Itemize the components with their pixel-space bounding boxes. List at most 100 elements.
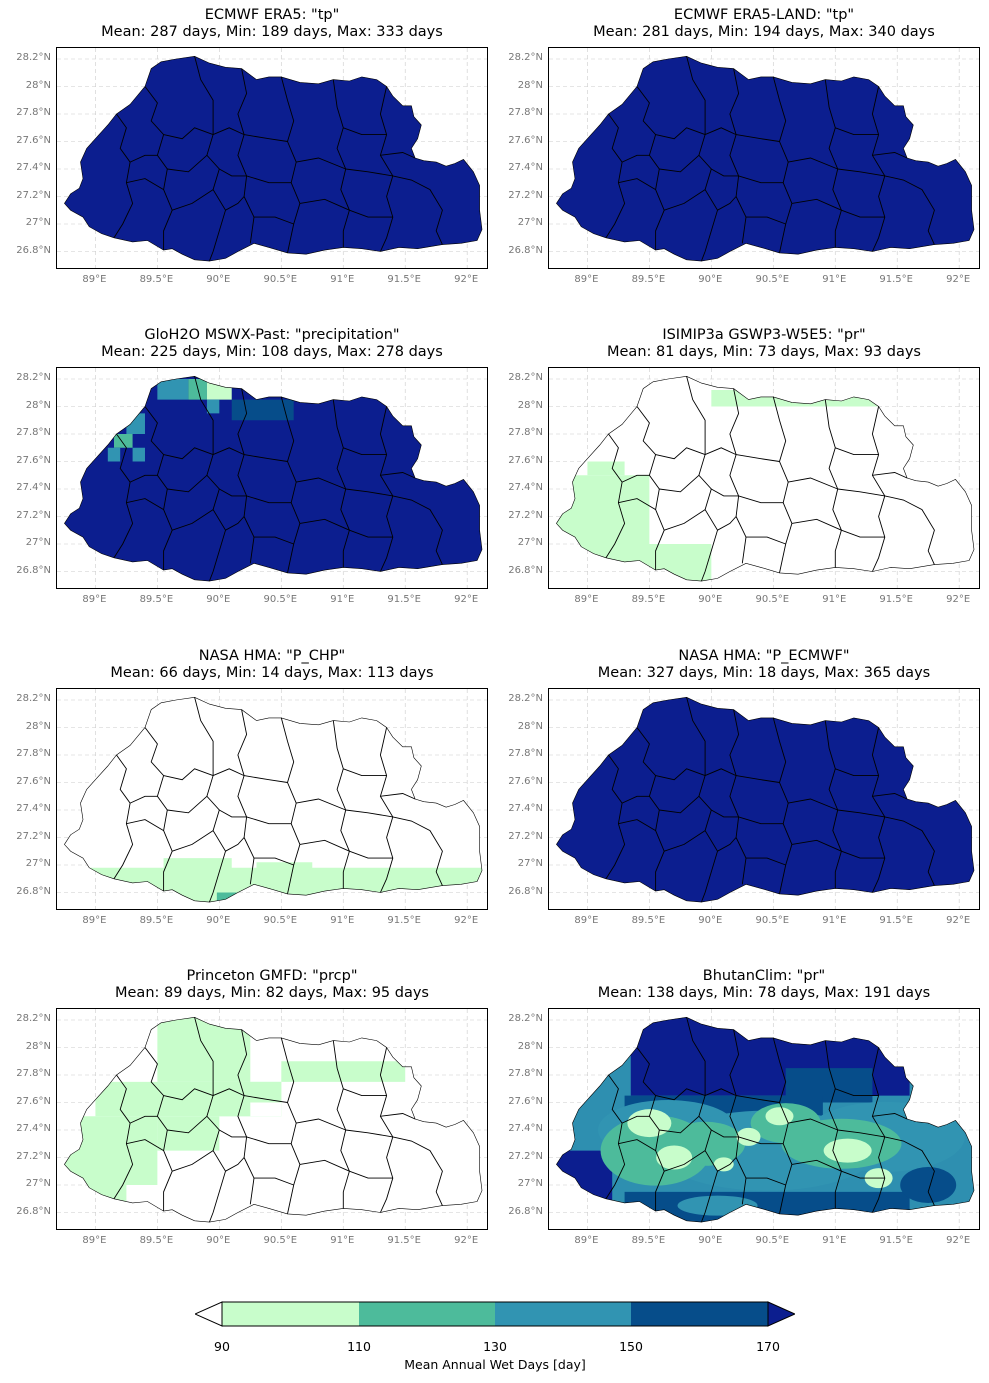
district-boundaries [113,1017,443,1223]
lat-tick-label: 26.8°N [508,1205,543,1217]
district-boundary [621,474,650,483]
district-boundary [788,1118,838,1131]
lon-tick-label: 90°E [206,594,231,605]
lon-tick-label: 90°E [698,274,723,285]
map-frame [56,688,488,910]
district-boundary [736,1095,780,1103]
district-boundary [163,447,214,460]
district-boundary [299,839,350,852]
lon-tick-label: 91°E [822,1235,847,1246]
district-boundary [717,837,737,852]
map-canvas [549,1009,979,1229]
panel-title-dataset: NASA HMA: "P_CHP" [198,648,346,664]
lon-tick-label: 92°E [454,274,479,285]
grid-cell [556,475,650,544]
wet-days-patch [627,1109,672,1138]
grid-cell [256,862,313,871]
district-boundary [704,1088,737,1097]
country-fill [556,697,974,903]
district-boundary [655,447,706,460]
lat-tick-label: 26.8°N [16,1205,51,1217]
district-boundary [212,447,245,456]
lon-tick-label: 89°E [82,594,107,605]
district-boundary [791,839,842,852]
district-boundary [237,388,255,564]
district-boundary [872,1113,908,1120]
lon-tick-label: 89°E [574,274,599,285]
lon-tick-label: 89.5°E [631,274,666,285]
panel-title: ECMWF ERA5-LAND: "tp" Mean: 281 days, Min… [548,7,980,41]
colorbar-bin-150-170 [631,1302,768,1326]
colorbar-under-arrow [193,1301,223,1327]
panel-title-stats: Mean: 287 days, Min: 189 days, Max: 333 … [101,24,443,40]
lat-tick-label: 28.2°N [16,372,51,383]
map-panel: NASA HMA: "P_CHP" Mean: 66 days, Min: 14 … [16,648,488,926]
lat-tick-label: 26.8°N [508,564,543,576]
lat-tick-label: 26.8°N [16,564,51,576]
lon-tick-label: 91°E [330,594,355,605]
district-boundary [788,477,838,490]
district-boundary [172,1150,214,1172]
lon-tick-label: 91.5°E [387,594,421,605]
lat-tick-label: 28.2°N [508,52,543,63]
panel-title-dataset: GloH2O MSWX-Past: "precipitation" [144,327,400,343]
lon-tick-label: 90°E [698,594,723,605]
lon-tick-label: 90°E [206,1235,231,1246]
district-boundary [172,830,214,852]
district-boundary [392,816,443,886]
district-boundary [738,495,784,504]
district-boundary [380,472,416,479]
district-boundary [172,189,214,211]
country-fill [64,56,483,262]
district-boundary [246,816,292,825]
district-boundary [659,474,700,493]
panel-title-stats: Mean: 225 days, Min: 108 days, Max: 278 … [101,344,443,360]
panel-title-dataset: ECMWF ERA5-LAND: "tp" [673,7,855,23]
district-boundary [872,793,908,800]
district-boundary [664,189,706,211]
district-boundary [345,809,393,818]
colorbar-tick: 150 [619,1339,643,1354]
panel-title-stats: Mean: 89 days, Min: 82 days, Max: 95 day… [115,985,429,1001]
lat-tick-label: 27.8°N [16,427,51,438]
lat-tick-label: 27.2°N [508,830,543,842]
lon-tick-label: 90°E [698,1235,723,1246]
district-boundary [225,1157,245,1172]
wet-days-patch [713,1157,734,1172]
grid-cell [624,1191,910,1223]
grid-cell [206,399,220,414]
district-boundary [636,86,665,251]
district-boundary [841,529,885,538]
lat-tick-label: 27°N [25,1178,51,1189]
lat-tick-label: 27°N [25,537,51,548]
district-boundary [618,178,656,190]
panel-title-stats: Mean: 81 days, Min: 73 days, Max: 93 day… [607,344,921,360]
district-boundary [219,488,247,497]
district-boundary [736,775,780,783]
district-boundary [237,709,255,885]
panel-title-stats: Mean: 138 days, Min: 78 days, Max: 191 d… [597,985,931,1001]
district-boundary [163,768,214,781]
district-boundary [738,175,784,184]
district-boundary [746,536,786,545]
lat-tick-label: 27.4°N [508,803,543,814]
country-outline [64,1016,483,1223]
map-panel: ISIMIP3a GSWP3-W5E5: "pr" Mean: 81 days, … [508,327,980,605]
grid-cell [556,1150,613,1223]
district-boundary [144,86,173,251]
colorbar-over-arrow [767,1301,797,1327]
district-boundary [343,447,387,456]
lat-tick-label: 27°N [517,1178,543,1189]
wet-days-patch [823,1138,872,1163]
district-boundary [835,768,879,777]
district-boundary [246,1136,292,1145]
lon-tick-label: 91°E [822,915,847,926]
lat-tick-label: 28.2°N [16,693,51,704]
grid-cell [114,434,133,448]
district-boundary [113,1074,134,1200]
lat-tick-label: 28°N [517,399,543,411]
panel-title: NASA HMA: "P_ECMWF" Mean: 327 days, Min: … [548,648,980,682]
map-frame [548,367,980,589]
panel-title-stats: Mean: 66 days, Min: 14 days, Max: 113 da… [110,665,434,681]
district-boundary [636,406,665,571]
